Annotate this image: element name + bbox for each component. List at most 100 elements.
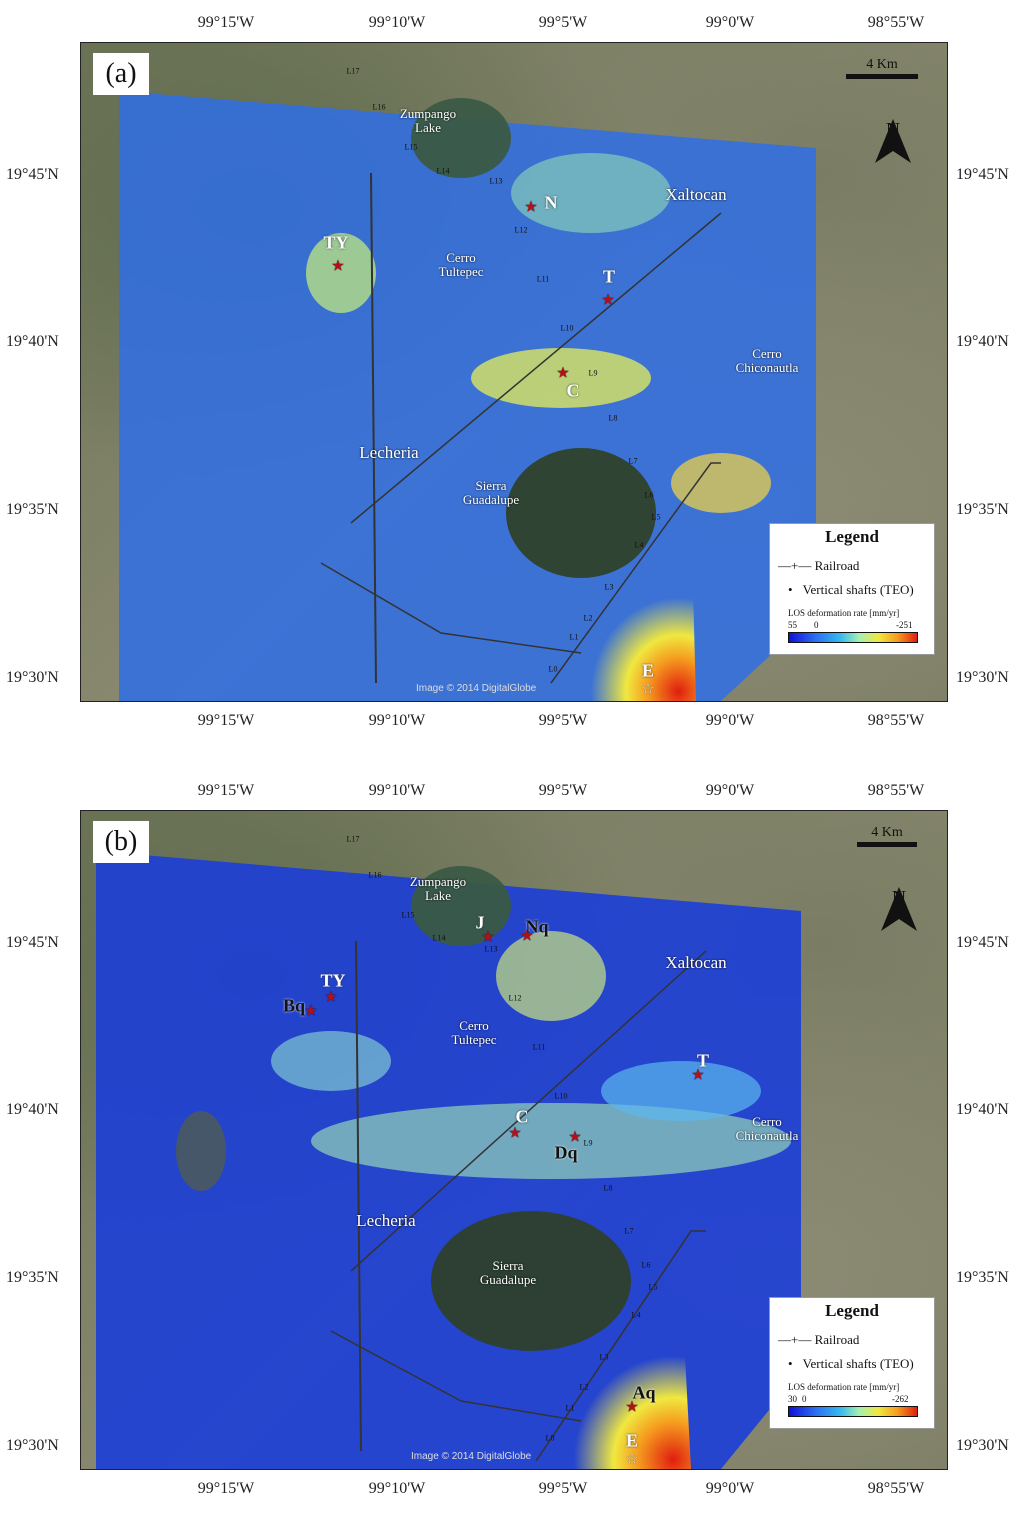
- shaft-label: L1: [569, 632, 579, 642]
- map-frame: (b) 4 Km N Zumpango Lake Cerro Tultepec …: [80, 810, 948, 1470]
- shaft-label: L2: [579, 1382, 589, 1392]
- lon-tick: 99°0'W: [705, 712, 755, 729]
- scale-line: [857, 842, 917, 847]
- sierra-guadalupe-area: [506, 448, 656, 578]
- site-star: ★: [331, 258, 345, 275]
- shaft-dot-icon: •: [788, 582, 793, 597]
- colorbar-min: 55: [788, 620, 797, 630]
- lat-tick: 19°30'N: [6, 1437, 59, 1454]
- lat-tick: 19°45'N: [956, 934, 1009, 951]
- shaft-label: L11: [532, 1042, 546, 1052]
- lon-tick: 99°10'W: [368, 782, 426, 799]
- site-star: ★: [691, 1067, 705, 1084]
- scale-bar: 4 Km: [846, 57, 918, 79]
- shaft-label: L4: [631, 1310, 641, 1320]
- shaft-label: L1: [565, 1403, 575, 1413]
- site-label: T: [602, 266, 616, 287]
- place-guadalupe: Sierra Guadalupe: [462, 478, 520, 507]
- deformation-map: [119, 91, 816, 701]
- shaft-dot-icon: •: [788, 1356, 793, 1371]
- lon-tick: 99°10'W: [368, 14, 426, 31]
- shaft-label: L15: [401, 910, 415, 920]
- place-lecheria: Lecheria: [359, 443, 419, 462]
- shaft-label: L7: [624, 1226, 634, 1236]
- site-label: Bq: [282, 995, 306, 1016]
- panel-label: (a): [93, 53, 149, 95]
- lat-tick: 19°30'N: [6, 669, 59, 686]
- lon-tick: 99°0'W: [705, 782, 755, 799]
- shaft-label: L5: [648, 1282, 658, 1292]
- lon-tick: 98°55'W: [867, 14, 925, 31]
- scale-label: 4 Km: [866, 57, 898, 72]
- lon-tick: 99°5'W: [538, 782, 588, 799]
- site-star: ★: [556, 365, 570, 382]
- site-star: ★: [520, 928, 534, 945]
- shaft-label: L8: [603, 1183, 613, 1193]
- imagery-credit: Image © 2014 DigitalGlobe: [416, 683, 537, 694]
- lon-tick: 99°15'W: [197, 14, 255, 31]
- site-label: C: [566, 380, 580, 401]
- shaft-label: L8: [608, 413, 618, 423]
- lat-tick: 19°40'N: [956, 333, 1009, 350]
- lat-tick: 19°45'N: [956, 166, 1009, 183]
- lat-tick: 19°30'N: [956, 1437, 1009, 1454]
- scale-line: [846, 74, 918, 79]
- shaft-label: L14: [432, 933, 446, 943]
- lon-tick: 99°0'W: [705, 14, 755, 31]
- site-star: ★: [481, 929, 495, 946]
- lon-tick: 99°10'W: [368, 712, 426, 729]
- site-label: Aq: [632, 1382, 656, 1403]
- shaft-label: L16: [372, 102, 386, 112]
- site-label: E: [641, 660, 655, 681]
- lon-tick: 98°55'W: [867, 712, 925, 729]
- shaft-label: L4: [634, 540, 644, 550]
- site-label: TY: [320, 970, 346, 991]
- deformation-map: [96, 851, 801, 1469]
- place-zumpango: Zumpango Lake: [409, 874, 467, 903]
- lon-tick: 99°5'W: [538, 14, 588, 31]
- place-chiconautla: Cerro Chiconautla: [735, 1114, 799, 1143]
- north-arrow-icon: [881, 887, 917, 931]
- lon-tick: 99°5'W: [538, 1480, 588, 1497]
- legend-shafts: • Vertical shafts (TEO): [778, 1356, 914, 1372]
- site-label: Dq: [554, 1142, 578, 1163]
- lon-tick: 99°15'W: [197, 1480, 255, 1497]
- site-label: C: [515, 1106, 529, 1127]
- shaft-label: L5: [651, 512, 661, 522]
- shaft-label: L10: [554, 1091, 568, 1101]
- shaft-label: L6: [641, 1260, 651, 1270]
- site-label: T: [696, 1050, 710, 1071]
- site-label: E: [625, 1430, 639, 1451]
- shaft-label: L0: [548, 664, 558, 674]
- site-star: ☆: [625, 1451, 639, 1468]
- place-tultepec: Cerro Tultepec: [451, 1018, 497, 1047]
- lon-tick: 98°55'W: [867, 782, 925, 799]
- shaft-label: L17: [346, 834, 360, 844]
- shaft-label: L3: [599, 1352, 609, 1362]
- lon-tick: 99°15'W: [197, 712, 255, 729]
- site-label: N: [544, 192, 558, 213]
- legend-railroad: —+— Railroad: [778, 558, 860, 573]
- shaft-label: L0: [545, 1433, 555, 1443]
- north-arrow: N: [873, 119, 913, 163]
- shaft-label: L14: [436, 166, 450, 176]
- panel-label: (b): [93, 821, 149, 863]
- map-frame: (a) 4 Km N Zumpango Lake Cerro Tultepec …: [80, 42, 948, 702]
- shaft-label: L10: [560, 323, 574, 333]
- place-xaltocan: Xaltocan: [665, 185, 727, 204]
- site-star: ★: [324, 989, 338, 1006]
- lat-tick: 19°40'N: [956, 1101, 1009, 1118]
- shaft-label: L12: [514, 225, 528, 235]
- site-star: ★: [524, 199, 538, 216]
- shaft-label: L15: [404, 142, 418, 152]
- shaft-label: L2: [583, 613, 593, 623]
- scale-label: 4 Km: [871, 825, 903, 840]
- site-star: ★: [601, 292, 615, 309]
- shaft-label: L9: [588, 368, 598, 378]
- scale-bar: 4 Km: [857, 825, 917, 847]
- lon-tick: 98°55'W: [867, 1480, 925, 1497]
- site-star: ★: [508, 1125, 522, 1142]
- colorbar-max: -251: [896, 620, 913, 630]
- lat-tick: 19°40'N: [6, 333, 59, 350]
- panel-b: 99°15'W 99°10'W 99°5'W 99°0'W 98°55'W 19…: [0, 768, 1024, 1522]
